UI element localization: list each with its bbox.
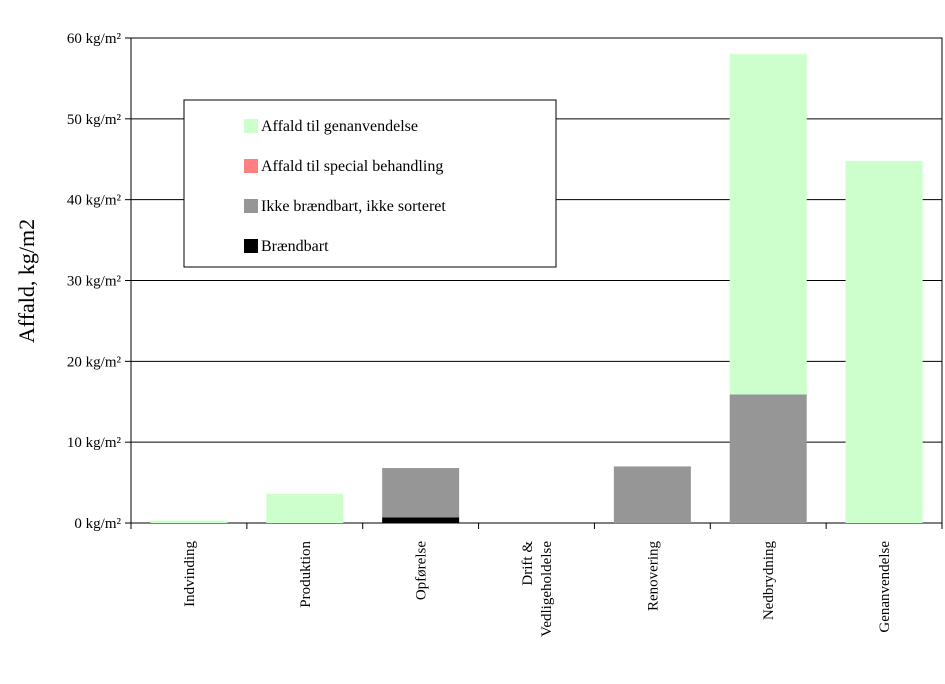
bar-segment: [382, 517, 460, 523]
category-label: Indvinding: [182, 541, 198, 607]
legend-label: Affald til genanvendelse: [261, 118, 418, 135]
category-label: Produktion: [298, 541, 314, 608]
y-tick-label: 30 kg/m²: [67, 274, 122, 290]
category-label: Nedbrydning: [761, 541, 777, 621]
bar-segment: [729, 54, 807, 395]
y-axis: 0 kg/m² 10 kg/m² 20 kg/m² 30 kg/m² 40 kg/m² 5…: [67, 31, 131, 532]
bars: [150, 54, 923, 523]
category-label: Genanvendelse: [877, 541, 893, 633]
y-tick-label: 60 kg/m²: [67, 31, 122, 47]
legend: Affald til genanvendelse Affald til speci…: [183, 99, 557, 268]
x-axis: Indvinding Produktion Opførelse Drift & Vedl…: [130, 523, 943, 637]
bar-segment: [845, 160, 923, 523]
bar-segment: [382, 468, 460, 518]
legend-swatch: [244, 199, 258, 213]
y-tick-label: 50 kg/m²: [67, 112, 122, 128]
bar-segment: [266, 493, 344, 523]
legend-label: Ikke brændbart, ikke sorteret: [261, 198, 446, 215]
bar-segment: [729, 394, 807, 523]
legend-swatch: [244, 239, 258, 253]
y-tick-label: 10 kg/m²: [67, 435, 122, 451]
legend-label: Brændbart: [261, 238, 329, 255]
legend-swatch: [244, 159, 258, 173]
category-label: Drift &: [520, 541, 536, 586]
legend-swatch: [244, 119, 258, 133]
y-tick-label: 0 kg/m²: [74, 516, 121, 532]
category-label: Opførelse: [414, 541, 430, 600]
legend-label: Affald til special behandling: [261, 158, 443, 175]
y-tick-label: 40 kg/m²: [67, 193, 122, 209]
category-label: Renovering: [645, 541, 661, 611]
y-axis-title: Affald, kg/m2: [14, 219, 39, 343]
bar-segment: [150, 520, 228, 523]
y-tick-label: 20 kg/m²: [67, 354, 122, 370]
bar-segment: [613, 466, 691, 523]
category-label: Vedligeholdelse: [539, 541, 555, 637]
